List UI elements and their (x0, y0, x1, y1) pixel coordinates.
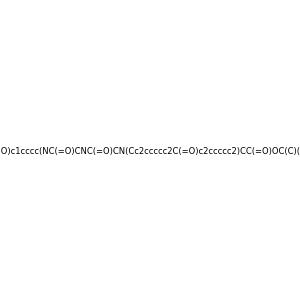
Text: OC(=O)c1cccc(NC(=O)CNC(=O)CN(Cc2ccccc2C(=O)c2ccccc2)CC(=O)OC(C)(C)C)c1: OC(=O)c1cccc(NC(=O)CNC(=O)CN(Cc2ccccc2C(… (0, 147, 300, 156)
